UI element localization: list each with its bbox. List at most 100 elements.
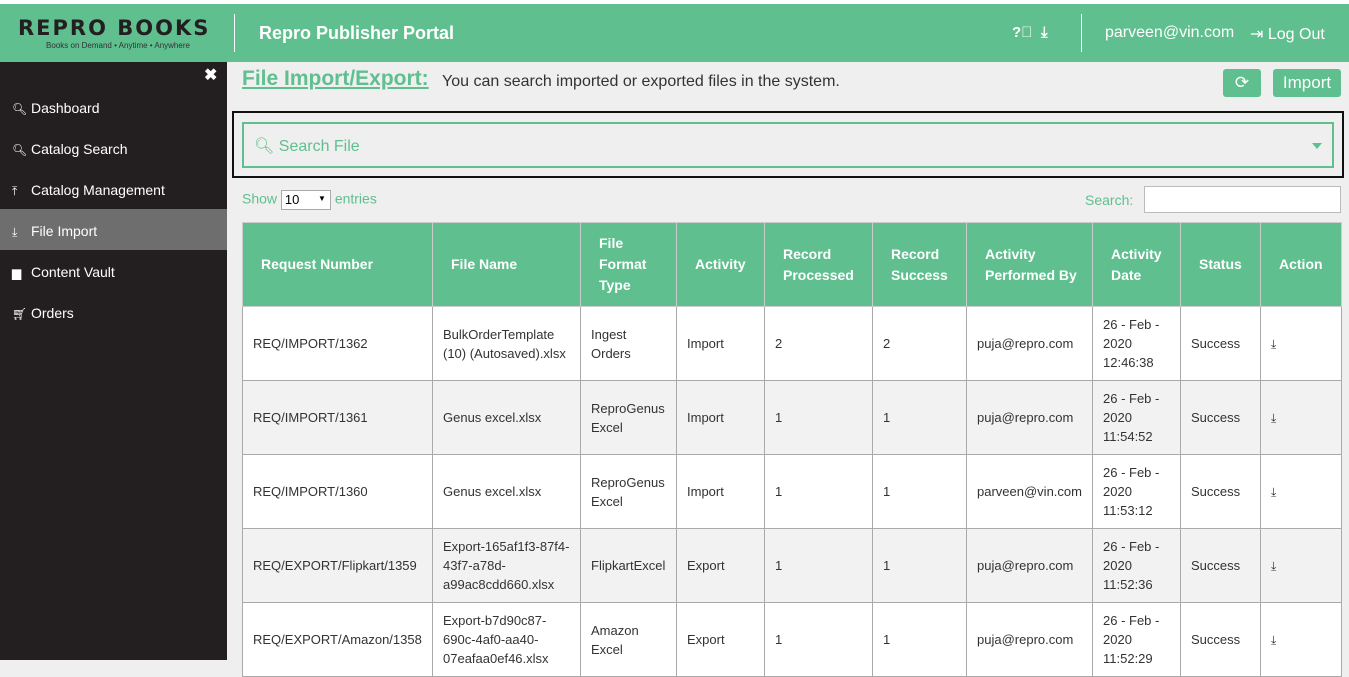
logo-text: REPRO BOOKS <box>18 16 211 40</box>
column-header[interactable]: Action <box>1260 222 1342 307</box>
table-cell: ReproGenus Excel <box>580 380 677 455</box>
logo-tagline: Books on Demand • Anytime • Anywhere <box>46 41 190 50</box>
table-search-input[interactable] <box>1144 186 1341 213</box>
table-cell: Success <box>1180 306 1261 381</box>
sidebar-item-dashboard[interactable]: 🔍︎ Dashboard <box>0 86 227 127</box>
sidebar-item-orders[interactable]: 🛒︎ Orders <box>0 291 227 332</box>
action-cell: ⤓ <box>1260 380 1342 455</box>
table-cell: 1 <box>872 602 967 677</box>
download-icon: ⤓ <box>12 225 18 239</box>
table-cell: 26 - Feb - 2020 11:52:29 <box>1092 602 1181 677</box>
refresh-button[interactable]: ⟳ <box>1223 69 1261 97</box>
table-cell: FlipkartExcel <box>580 528 677 603</box>
table-cell: Success <box>1180 528 1261 603</box>
app-header: REPRO BOOKS Books on Demand • Anytime • … <box>0 4 1349 62</box>
table-cell: puja@repro.com <box>966 380 1093 455</box>
entries-control: Show 10 entries <box>242 190 377 210</box>
table-cell: REQ/EXPORT/Flipkart/1359 <box>242 528 433 603</box>
action-cell: ⤓ <box>1260 306 1342 381</box>
download-icon[interactable]: ⤓ <box>1271 632 1277 647</box>
user-email[interactable]: parveen@vin.com <box>1105 24 1235 41</box>
files-table: Request Number File Name File Format Type A… <box>242 222 1342 677</box>
sidebar-item-label: Catalog Management <box>31 182 165 198</box>
table-cell: puja@repro.com <box>966 602 1093 677</box>
table-cell: 26 - Feb - 2020 11:53:12 <box>1092 454 1181 529</box>
table-cell: Export-165af1f3-87f4-43f7-a78d-a99ac8cdd… <box>432 528 581 603</box>
folder-icon: ▆ <box>12 266 22 280</box>
help-icon[interactable]: ?⃝ <box>1012 24 1033 41</box>
page-description: You can search imported or exported file… <box>442 73 840 90</box>
chevron-down-icon <box>1312 143 1322 149</box>
table-cell: Genus excel.xlsx <box>432 380 581 455</box>
page-title[interactable]: File Import/Export: <box>242 67 429 90</box>
close-icon[interactable]: ✖ <box>204 67 218 84</box>
table-cell: Import <box>676 306 765 381</box>
table-cell: puja@repro.com <box>966 306 1093 381</box>
search-icon: 🔍︎ <box>254 138 279 155</box>
sidebar-item-content-vault[interactable]: ▆ Content Vault <box>0 250 227 291</box>
table-cell: Success <box>1180 380 1261 455</box>
show-label: Show <box>242 190 278 207</box>
column-header[interactable]: File Format Type <box>580 222 677 307</box>
upload-icon: ⤒ <box>12 184 18 198</box>
sidebar-item-catalog-search[interactable]: 🔍︎ Catalog Search <box>0 127 227 168</box>
entries-select[interactable]: 10 <box>280 190 331 210</box>
table-cell: parveen@vin.com <box>966 454 1093 529</box>
table-cell: Export-b7d90c87-690c-4af0-aa40-07eafaa0e… <box>432 602 581 677</box>
column-header[interactable]: Activity <box>676 222 765 307</box>
table-cell: 1 <box>872 380 967 455</box>
sidebar: ✖ 🔍︎ Dashboard 🔍︎ Catalog Search ⤒ Catalog … <box>0 62 227 660</box>
sidebar-item-label: Content Vault <box>31 264 115 280</box>
refresh-icon: ⟳ <box>1234 73 1250 92</box>
table-cell: 1 <box>764 602 873 677</box>
column-header[interactable]: Activity Date <box>1092 222 1181 307</box>
logout-icon: ⇥ <box>1250 26 1268 43</box>
column-header[interactable]: Activity Performed By <box>966 222 1093 307</box>
table-cell: REQ/EXPORT/Amazon/1358 <box>242 602 433 677</box>
table-cell: REQ/IMPORT/1362 <box>242 306 433 381</box>
table-row: REQ/IMPORT/1362 BulkOrderTemplate (10) (A… <box>242 306 1342 381</box>
logout-label: Log Out <box>1267 26 1325 43</box>
action-cell: ⤓ <box>1260 528 1342 603</box>
sidebar-item-catalog-management[interactable]: ⤒ Catalog Management <box>0 168 227 209</box>
column-header[interactable]: Status <box>1180 222 1261 307</box>
table-row: REQ/IMPORT/1360 Genus excel.xlsx ReproGenu… <box>242 454 1342 529</box>
download-icon[interactable]: ⤓ <box>1271 484 1277 499</box>
table-row: REQ/IMPORT/1361 Genus excel.xlsx ReproGenu… <box>242 380 1342 455</box>
table-cell: ReproGenus Excel <box>580 454 677 529</box>
column-header[interactable]: Record Processed <box>764 222 873 307</box>
divider <box>234 14 235 52</box>
table-cell: 1 <box>764 454 873 529</box>
top-border <box>0 0 1349 4</box>
action-cell: ⤓ <box>1260 602 1342 677</box>
table-cell: Import <box>676 454 765 529</box>
table-cell: 2 <box>764 306 873 381</box>
sidebar-item-label: Dashboard <box>31 100 100 116</box>
portal-title: Repro Publisher Portal <box>259 23 455 43</box>
column-header[interactable]: Record Success <box>872 222 967 307</box>
sidebar-item-file-import[interactable]: ⤓ File Import <box>0 209 227 250</box>
column-header[interactable]: File Name <box>432 222 581 307</box>
table-cell: 1 <box>872 528 967 603</box>
table-cell: 1 <box>764 380 873 455</box>
table-cell: 1 <box>764 528 873 603</box>
table-cell: Export <box>676 602 765 677</box>
logo[interactable]: REPRO BOOKS Books on Demand • Anytime • … <box>18 16 218 50</box>
import-button[interactable]: Import <box>1273 69 1341 97</box>
download-icon[interactable]: ⤓ <box>1041 24 1048 41</box>
download-icon[interactable]: ⤓ <box>1271 336 1277 351</box>
table-cell: Amazon Excel <box>580 602 677 677</box>
table-row: REQ/EXPORT/Flipkart/1359 Export-165af1f3-… <box>242 528 1342 603</box>
sidebar-item-label: File Import <box>31 223 98 239</box>
search-file-container: 🔍︎ Search File <box>232 111 1344 178</box>
column-header[interactable]: Request Number <box>242 222 433 307</box>
table-cell: BulkOrderTemplate (10) (Autosaved).xlsx <box>432 306 581 381</box>
table-cell: Ingest Orders <box>580 306 677 381</box>
sidebar-item-label: Orders <box>31 305 74 321</box>
download-icon[interactable]: ⤓ <box>1271 558 1277 573</box>
table-cell: 2 <box>872 306 967 381</box>
table-cell: Success <box>1180 454 1261 529</box>
logout-button[interactable]: ⇥ Log Out <box>1250 24 1325 44</box>
download-icon[interactable]: ⤓ <box>1271 410 1277 425</box>
search-file-dropdown[interactable]: 🔍︎ Search File <box>242 122 1334 168</box>
